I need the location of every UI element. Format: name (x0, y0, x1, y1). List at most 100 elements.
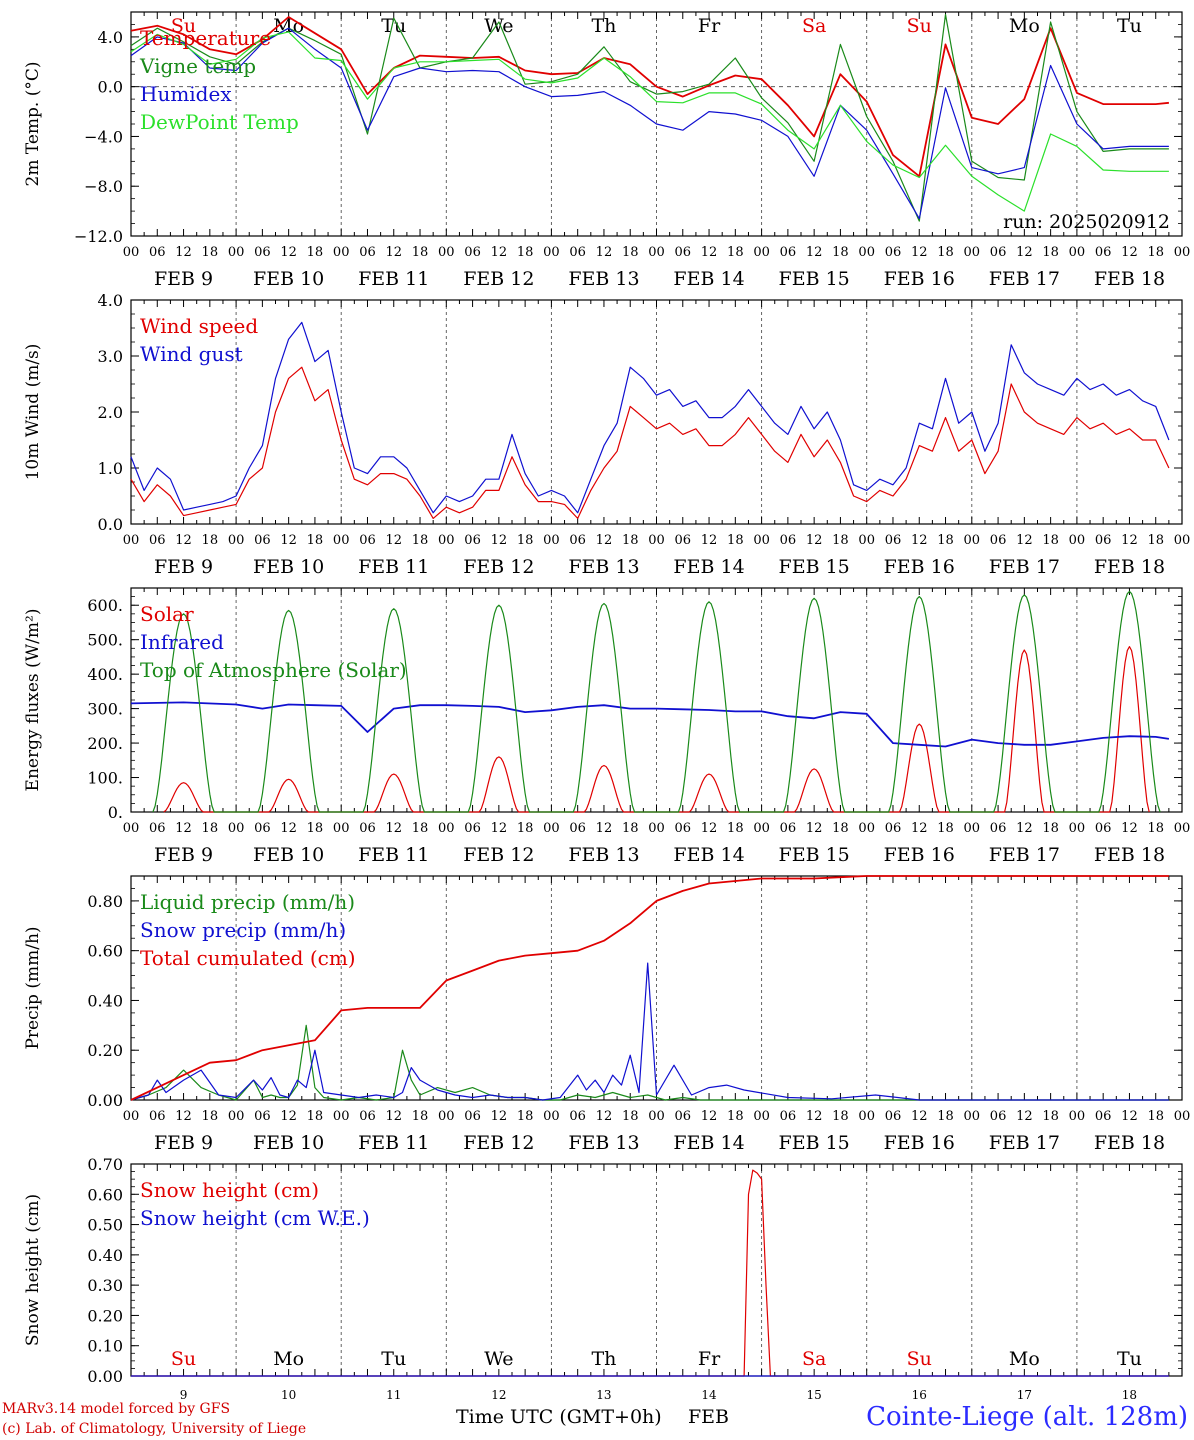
date-label: FEB 9 (154, 1132, 213, 1154)
legend-entry: Top of Atmosphere (Solar) (140, 658, 407, 682)
hour-label: 18 (307, 245, 324, 260)
hour-label: 18 (832, 821, 849, 836)
hour-label: 00 (1174, 245, 1191, 260)
hour-label: 00 (964, 533, 981, 548)
legend-entry: Snow precip (mm/h) (140, 918, 346, 942)
date-label: FEB 12 (463, 1132, 534, 1154)
y-tick-label: 300. (87, 700, 123, 719)
date-label: FEB 13 (568, 268, 639, 290)
hour-label: 06 (359, 1109, 376, 1124)
weekday-label: Tu (1117, 15, 1142, 37)
hour-label: 18 (937, 1109, 954, 1124)
x-date-labels: FEB 9 FEB 10 FEB 11 FEB 12 FEB 13 FEB 14 FEB 1… (154, 844, 1165, 866)
hour-label: 18 (412, 1109, 429, 1124)
y-tick-label: 0.20 (87, 1306, 123, 1325)
y-axis-label: Snow height (cm) (23, 1194, 43, 1346)
weekday-label: We (484, 15, 513, 37)
hour-label: 00 (648, 821, 665, 836)
legend: Temperature Vigne temp Humidex DewPoint Tem… (139, 26, 299, 134)
y-tick-label: 0.0 (98, 78, 123, 97)
date-label: FEB 10 (253, 844, 324, 866)
x-date-labels: FEB 9 FEB 10 FEB 11 FEB 12 FEB 13 FEB 14 FEB 1… (154, 1132, 1165, 1154)
hour-label: 12 (911, 245, 928, 260)
weekday-label: Fr (698, 15, 721, 37)
date-label: FEB 14 (673, 556, 744, 578)
hour-label: 18 (622, 821, 639, 836)
x-axis-month: FEB (688, 1406, 730, 1428)
hour-label: 00 (228, 533, 245, 548)
x-minor-ticks (130, 300, 1183, 524)
hour-label: 12 (385, 245, 402, 260)
date-label: FEB 12 (463, 844, 534, 866)
hour-label: 00 (123, 1109, 140, 1124)
hour-label: 00 (333, 245, 350, 260)
hour-label: 18 (832, 245, 849, 260)
y-tick-label: 0.40 (87, 991, 123, 1010)
series-line-1 (130, 701, 1170, 748)
hour-label: 00 (1069, 533, 1086, 548)
hour-label: 06 (990, 533, 1007, 548)
y-tick-label: 0.70 (87, 1155, 123, 1174)
date-label: FEB 17 (989, 268, 1060, 290)
hour-label: 18 (622, 245, 639, 260)
hour-label: 12 (1121, 1109, 1138, 1124)
hour-label: 00 (964, 821, 981, 836)
legend-entry: Vigne temp (139, 54, 256, 78)
series-line-2 (130, 875, 1169, 1101)
panel-1: 4.0 0.0 −4.0 −8.0 −12.0 2m Temp. (°C) 00 06 12 18… (23, 11, 1191, 290)
hour-label: 12 (491, 245, 508, 260)
hour-label: 18 (937, 245, 954, 260)
legend: Solar Infrared Top of Atmosphere (Solar) (140, 602, 407, 682)
y-tick-label: 0.30 (87, 1276, 123, 1295)
hour-label: 12 (1016, 1109, 1033, 1124)
date-label: FEB 11 (358, 268, 429, 290)
hour-label: 06 (149, 533, 166, 548)
hour-label: 06 (464, 1109, 481, 1124)
hour-label: 18 (307, 533, 324, 548)
hour-label: 12 (806, 821, 823, 836)
weekday-labels: Su Mo Tu We Th Fr Sa Su Mo Tu (171, 1348, 1142, 1370)
series (130, 13, 1169, 222)
date-label: FEB 11 (358, 556, 429, 578)
hour-label: 00 (438, 533, 455, 548)
weekday-label: Su (907, 1348, 932, 1370)
weekday-label: Mo (273, 1348, 304, 1370)
date-label: FEB 11 (358, 1132, 429, 1154)
hour-label: 18 (1042, 1109, 1059, 1124)
hour-label: 06 (359, 533, 376, 548)
weekday-label: Sa (802, 15, 826, 37)
day-separators (235, 588, 1078, 812)
date-label: FEB 17 (989, 1132, 1060, 1154)
hour-label: 00 (438, 245, 455, 260)
y-tick-label: 600. (87, 596, 123, 615)
hour-label: 06 (1095, 245, 1112, 260)
hour-label: 12 (701, 245, 718, 260)
date-label: FEB 10 (253, 556, 324, 578)
hour-label: 18 (832, 533, 849, 548)
series-line-2 (130, 27, 1169, 220)
hour-label: 06 (1095, 821, 1112, 836)
hour-label: 18 (1147, 245, 1164, 260)
hour-label: 06 (569, 821, 586, 836)
hour-label: 06 (885, 245, 902, 260)
hour-label: 12 (1016, 245, 1033, 260)
hour-label: 18 (412, 533, 429, 548)
hour-label: 18 (202, 533, 219, 548)
legend: Snow height (cm) Snow height (cm W.E.) (140, 1178, 370, 1230)
weekday-label: Su (907, 15, 932, 37)
y-tick-label: 200. (87, 734, 123, 753)
date-label: FEB 14 (673, 268, 744, 290)
hour-label: 00 (1069, 821, 1086, 836)
hour-label: 12 (491, 1109, 508, 1124)
hour-label: 06 (885, 821, 902, 836)
legend-entry: Snow height (cm) (140, 1178, 319, 1202)
hour-label: 06 (1095, 1109, 1112, 1124)
hour-label: 00 (228, 245, 245, 260)
y-axis: 0.00 0.20 0.40 0.60 0.80 (87, 875, 1182, 1110)
run-annotation: run: 2025020912 (1003, 211, 1170, 233)
hour-label: 06 (464, 821, 481, 836)
y-tick-label: −8.0 (84, 177, 123, 196)
weekday-label: Tu (381, 15, 406, 37)
hour-label: 06 (569, 533, 586, 548)
